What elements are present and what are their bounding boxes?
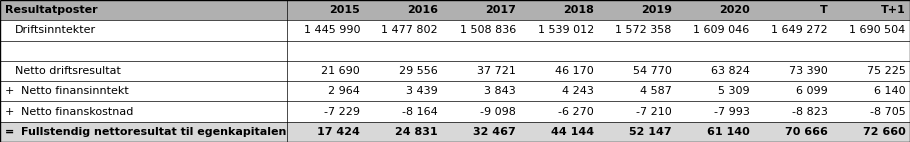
Text: -7 229: -7 229 — [324, 107, 360, 117]
Text: +: + — [5, 86, 14, 96]
Text: T: T — [820, 5, 827, 15]
Text: 1 477 802: 1 477 802 — [381, 25, 438, 35]
Text: 2018: 2018 — [563, 5, 593, 15]
Text: 4 587: 4 587 — [640, 86, 672, 96]
Text: 2017: 2017 — [485, 5, 516, 15]
Text: 6 140: 6 140 — [874, 86, 905, 96]
Text: 1 445 990: 1 445 990 — [304, 25, 360, 35]
Text: -7 993: -7 993 — [713, 107, 750, 117]
Text: 73 390: 73 390 — [789, 66, 827, 76]
Text: 1 690 504: 1 690 504 — [849, 25, 905, 35]
Text: 3 439: 3 439 — [406, 86, 438, 96]
Text: -8 705: -8 705 — [870, 107, 905, 117]
Text: 61 140: 61 140 — [707, 127, 750, 137]
Text: Netto driftsresultat: Netto driftsresultat — [15, 66, 120, 76]
Text: 29 556: 29 556 — [399, 66, 438, 76]
Text: 3 843: 3 843 — [484, 86, 516, 96]
Text: Driftsinntekter: Driftsinntekter — [15, 25, 96, 35]
Text: 75 225: 75 225 — [866, 66, 905, 76]
Text: 32 467: 32 467 — [473, 127, 516, 137]
Text: 54 770: 54 770 — [632, 66, 672, 76]
Bar — [0, 20, 910, 41]
Text: 6 099: 6 099 — [795, 86, 827, 96]
Text: 2016: 2016 — [407, 5, 438, 15]
Text: Netto finanskostnad: Netto finanskostnad — [21, 107, 133, 117]
Text: 21 690: 21 690 — [321, 66, 360, 76]
Text: 1 539 012: 1 539 012 — [538, 25, 593, 35]
Text: 2019: 2019 — [641, 5, 672, 15]
Bar — [0, 0, 910, 20]
Text: 5 309: 5 309 — [718, 86, 750, 96]
Text: 1 649 272: 1 649 272 — [771, 25, 827, 35]
Text: -7 210: -7 210 — [636, 107, 672, 117]
Text: 70 666: 70 666 — [784, 127, 827, 137]
Text: =: = — [5, 127, 14, 137]
Text: -9 098: -9 098 — [480, 107, 516, 117]
Text: 4 243: 4 243 — [561, 86, 593, 96]
Text: 44 144: 44 144 — [551, 127, 593, 137]
Text: Netto finansinntekt: Netto finansinntekt — [21, 86, 128, 96]
Text: 2015: 2015 — [329, 5, 360, 15]
Text: Fullstendig nettoresultat til egenkapitalen: Fullstendig nettoresultat til egenkapita… — [21, 127, 287, 137]
Text: 24 831: 24 831 — [395, 127, 438, 137]
Text: Resultatposter: Resultatposter — [5, 5, 98, 15]
Text: +: + — [5, 107, 14, 117]
Bar — [0, 41, 910, 61]
Text: 2020: 2020 — [719, 5, 750, 15]
Text: T+1: T+1 — [881, 5, 905, 15]
Text: 72 660: 72 660 — [863, 127, 905, 137]
Text: 52 147: 52 147 — [629, 127, 672, 137]
Text: 17 424: 17 424 — [318, 127, 360, 137]
Text: 63 824: 63 824 — [711, 66, 750, 76]
Bar — [0, 122, 910, 142]
Text: -8 823: -8 823 — [792, 107, 827, 117]
Text: 46 170: 46 170 — [555, 66, 593, 76]
Bar — [0, 81, 910, 101]
Bar — [0, 61, 910, 81]
Text: -8 164: -8 164 — [402, 107, 438, 117]
Text: -6 270: -6 270 — [558, 107, 593, 117]
Text: 1 609 046: 1 609 046 — [693, 25, 750, 35]
Text: 1 508 836: 1 508 836 — [460, 25, 516, 35]
Text: 37 721: 37 721 — [477, 66, 516, 76]
Bar — [0, 101, 910, 122]
Text: 1 572 358: 1 572 358 — [615, 25, 672, 35]
Text: 2 964: 2 964 — [329, 86, 360, 96]
